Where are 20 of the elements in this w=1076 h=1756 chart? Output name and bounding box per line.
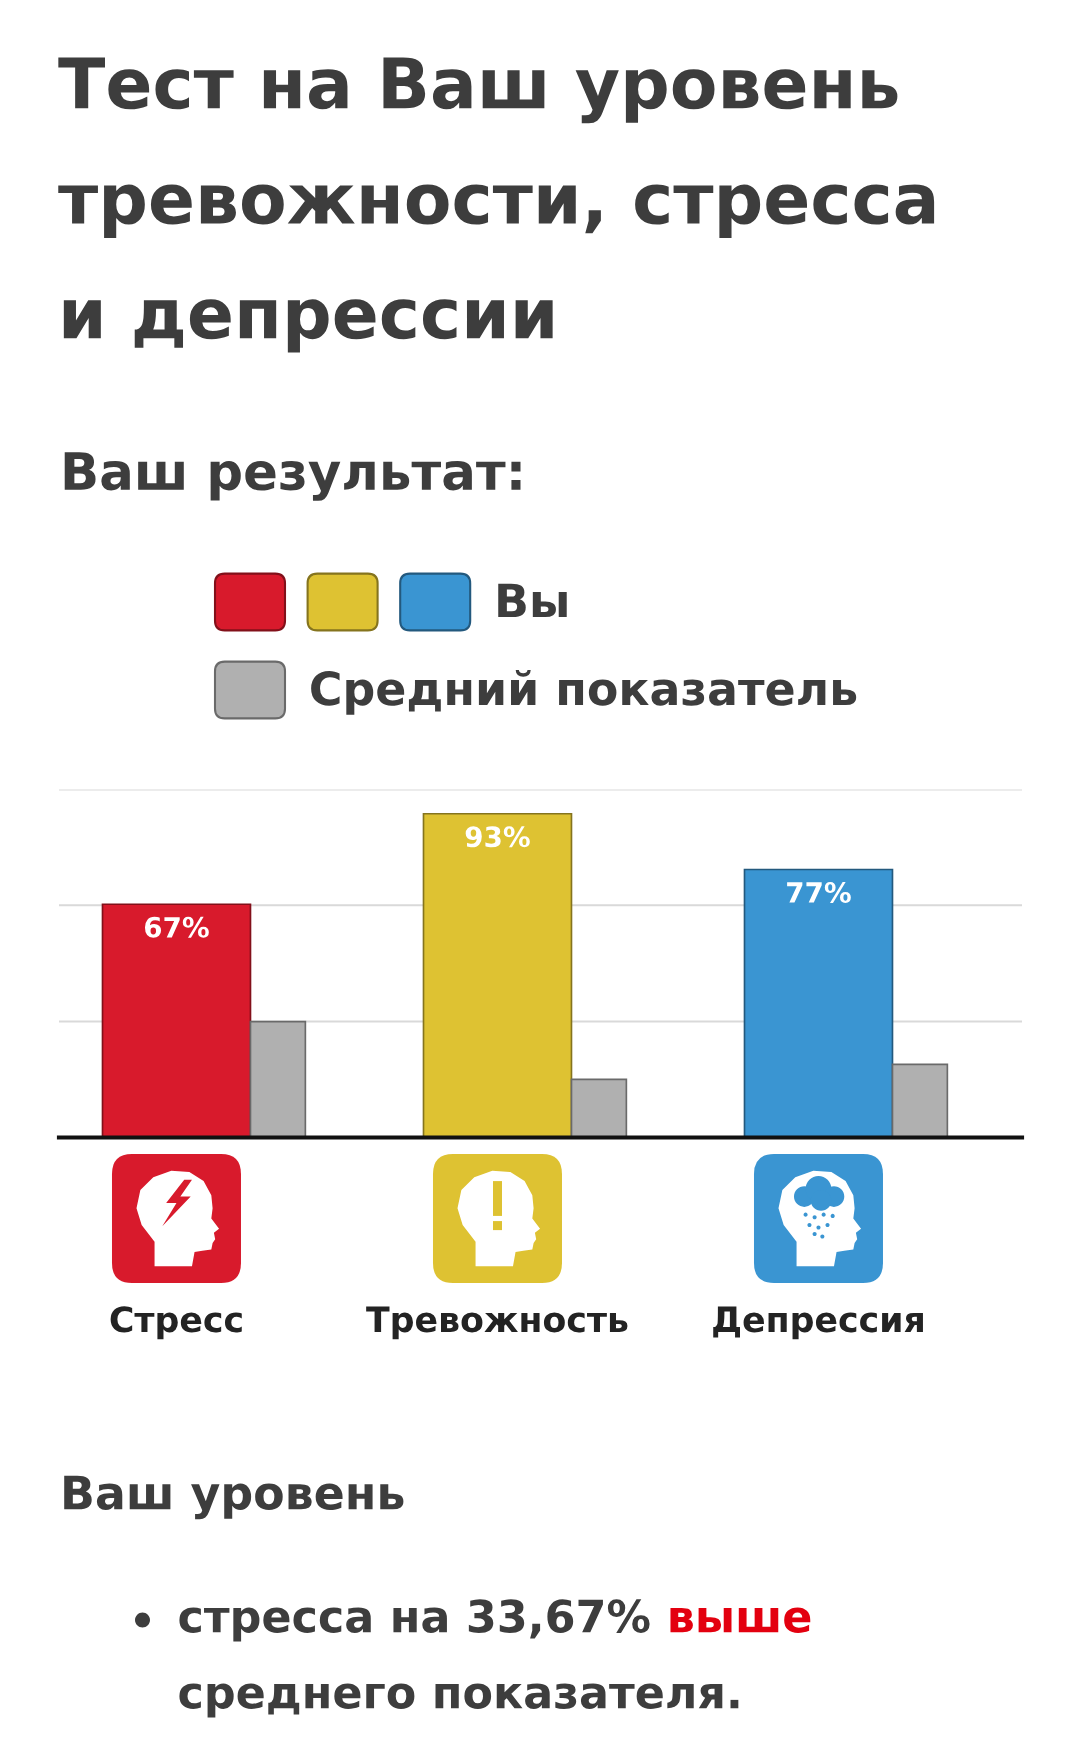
bar xyxy=(743,868,894,1138)
bar xyxy=(422,812,573,1138)
bar xyxy=(891,1063,949,1138)
x-tick-label: Депрессия xyxy=(713,1306,923,1340)
text: стресса на 33,67% xyxy=(179,1599,650,1642)
x-tick-label: Стресс xyxy=(110,1306,242,1340)
bar xyxy=(249,1020,307,1138)
chart-title: Тест на Ваш уровень тревожности, стресса и депрессии xyxy=(58,57,935,353)
data-label: 93% xyxy=(465,826,530,848)
bar xyxy=(570,1078,628,1138)
text: Ваш уровень xyxy=(64,1475,404,1520)
x-tick-label: Тревожность xyxy=(366,1306,628,1340)
text: среднего показателя. xyxy=(179,1683,739,1718)
data-label: 77% xyxy=(787,881,851,903)
text: выше xyxy=(670,1607,811,1633)
bar xyxy=(101,903,252,1138)
legend-label: Вы xyxy=(498,583,567,618)
legend-label: Средний показатель xyxy=(311,670,857,715)
chart-subtitle: Ваш результат: xyxy=(64,452,521,501)
data-label: 67% xyxy=(144,916,209,938)
